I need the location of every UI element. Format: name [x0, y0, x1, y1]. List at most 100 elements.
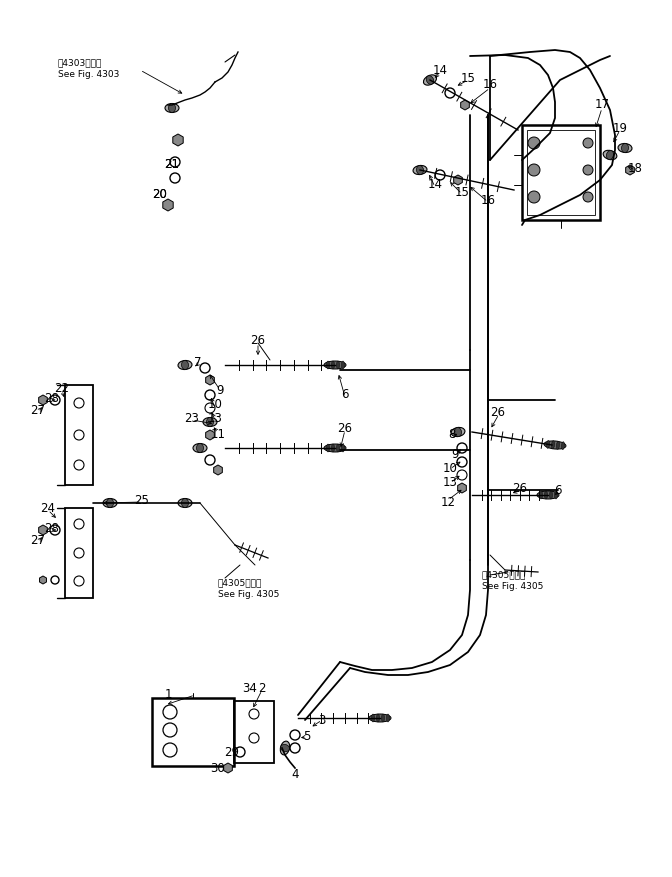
- Ellipse shape: [618, 144, 632, 153]
- Polygon shape: [454, 175, 462, 185]
- Text: 27: 27: [30, 533, 46, 546]
- Text: 15: 15: [454, 186, 470, 198]
- Text: 18: 18: [628, 161, 642, 175]
- Ellipse shape: [544, 441, 566, 449]
- Text: 6: 6: [554, 483, 562, 496]
- Ellipse shape: [413, 166, 427, 175]
- Text: 21: 21: [165, 159, 179, 172]
- Text: 29: 29: [224, 745, 239, 759]
- Ellipse shape: [561, 442, 564, 450]
- Ellipse shape: [327, 361, 329, 369]
- Text: 9: 9: [216, 383, 224, 396]
- Polygon shape: [206, 375, 214, 385]
- Ellipse shape: [369, 714, 391, 722]
- Ellipse shape: [337, 444, 339, 452]
- Polygon shape: [39, 395, 47, 405]
- Ellipse shape: [341, 361, 345, 369]
- Text: 16: 16: [482, 79, 497, 91]
- Ellipse shape: [178, 498, 192, 508]
- Bar: [65, 508, 93, 598]
- Text: 16: 16: [480, 194, 495, 206]
- Text: 17: 17: [595, 98, 610, 111]
- Ellipse shape: [337, 361, 339, 369]
- Circle shape: [528, 137, 540, 149]
- Text: 9: 9: [452, 448, 459, 461]
- Text: 28: 28: [44, 522, 59, 534]
- Text: 20: 20: [153, 189, 167, 202]
- Text: 2: 2: [258, 681, 265, 695]
- Ellipse shape: [426, 75, 433, 84]
- Ellipse shape: [372, 714, 374, 722]
- Ellipse shape: [280, 745, 290, 752]
- Text: See Fig. 4305: See Fig. 4305: [218, 590, 280, 599]
- Ellipse shape: [280, 741, 290, 755]
- Polygon shape: [40, 576, 46, 584]
- Ellipse shape: [622, 144, 628, 153]
- Ellipse shape: [331, 361, 335, 369]
- Text: 7: 7: [194, 355, 202, 368]
- Ellipse shape: [451, 427, 465, 437]
- Text: 3: 3: [319, 714, 326, 726]
- Ellipse shape: [544, 491, 548, 499]
- Text: 12: 12: [441, 496, 456, 509]
- Text: 34: 34: [243, 681, 257, 695]
- Text: 10: 10: [443, 461, 458, 474]
- Ellipse shape: [341, 444, 345, 452]
- Text: 10: 10: [208, 398, 222, 411]
- Ellipse shape: [386, 714, 390, 722]
- Ellipse shape: [196, 444, 204, 453]
- Text: 14: 14: [427, 179, 442, 191]
- Text: 26: 26: [491, 405, 505, 418]
- Text: 5: 5: [303, 731, 310, 744]
- Text: 26: 26: [337, 422, 353, 434]
- Text: 26: 26: [251, 333, 265, 346]
- Text: 1: 1: [164, 688, 172, 702]
- Ellipse shape: [454, 427, 462, 437]
- Text: 30: 30: [210, 761, 225, 774]
- Ellipse shape: [324, 361, 346, 369]
- Circle shape: [583, 138, 593, 148]
- Text: 27: 27: [30, 403, 46, 417]
- Polygon shape: [458, 483, 466, 493]
- Ellipse shape: [554, 491, 558, 499]
- Ellipse shape: [603, 150, 617, 160]
- Bar: [522, 125, 600, 220]
- Ellipse shape: [106, 498, 114, 508]
- Circle shape: [583, 165, 593, 175]
- Text: 8: 8: [448, 427, 456, 440]
- Text: 13: 13: [208, 411, 222, 424]
- Circle shape: [528, 191, 540, 203]
- Text: 22: 22: [54, 381, 69, 395]
- Ellipse shape: [206, 417, 214, 426]
- Ellipse shape: [376, 714, 380, 722]
- Text: 第4305図参照: 第4305図参照: [218, 578, 262, 587]
- Ellipse shape: [540, 491, 542, 499]
- Text: 6: 6: [341, 389, 349, 402]
- Polygon shape: [626, 165, 634, 175]
- Ellipse shape: [169, 103, 175, 112]
- Text: 4: 4: [291, 768, 299, 781]
- Ellipse shape: [606, 151, 614, 160]
- Polygon shape: [163, 199, 173, 211]
- Ellipse shape: [327, 444, 329, 452]
- Text: 25: 25: [134, 494, 149, 507]
- Ellipse shape: [165, 103, 179, 112]
- Ellipse shape: [331, 444, 335, 452]
- Text: 15: 15: [460, 72, 475, 84]
- Polygon shape: [173, 134, 183, 146]
- Ellipse shape: [546, 440, 550, 448]
- Text: 28: 28: [44, 391, 59, 404]
- Text: See Fig. 4303: See Fig. 4303: [58, 70, 120, 79]
- Text: See Fig. 4305: See Fig. 4305: [482, 582, 544, 591]
- Ellipse shape: [382, 714, 384, 722]
- Polygon shape: [39, 525, 47, 535]
- Bar: [152, 698, 234, 766]
- Text: 26: 26: [513, 481, 528, 495]
- Text: 11: 11: [210, 429, 226, 441]
- Ellipse shape: [423, 75, 437, 85]
- Text: 第4303図参照: 第4303図参照: [58, 58, 102, 67]
- Polygon shape: [224, 763, 233, 773]
- Text: 23: 23: [185, 411, 200, 424]
- Ellipse shape: [103, 498, 117, 508]
- Polygon shape: [461, 100, 469, 110]
